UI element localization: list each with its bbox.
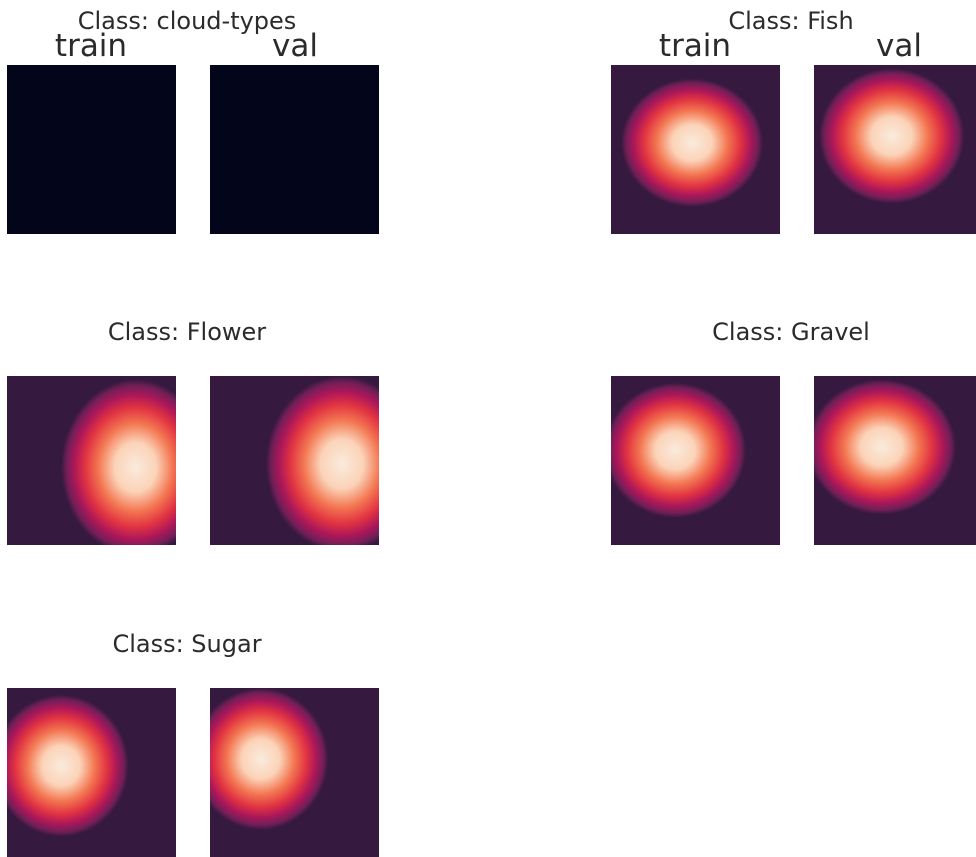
heatmap-fish-val	[814, 65, 976, 234]
panel-title-flower: Class: Flower	[107, 318, 267, 346]
heatmap-flower-train	[7, 376, 176, 545]
heatmap-cell-field	[611, 376, 780, 545]
heatmap-plot	[210, 688, 379, 857]
heatmap-plot	[210, 65, 379, 234]
heatmap-plot	[210, 376, 379, 545]
panel-title-fish: Class: Fish	[728, 7, 854, 35]
panel-title-cloud-types: Class: cloud-types	[77, 7, 297, 35]
heatmap-gravel-train	[611, 376, 780, 545]
heatmap-plot	[814, 376, 976, 545]
heatmap-plot	[611, 65, 780, 234]
heatmap-cell-field	[814, 376, 976, 545]
heatmap-plot	[7, 65, 176, 234]
heatmap-sugar-train	[7, 688, 176, 857]
heatmap-cell-field	[210, 376, 379, 545]
heatmap-fish-train	[611, 65, 780, 234]
heatmap-flower-val	[210, 376, 379, 545]
heatmap-cloud-types-train	[7, 65, 176, 234]
column-label-val: val	[876, 28, 922, 64]
heatmap-cell-field	[814, 65, 976, 234]
heatmap-cloud-types-val	[210, 65, 379, 234]
heatmap-cell-field	[7, 65, 176, 234]
heatmap-cell-field	[210, 65, 379, 234]
panel-title-sugar: Class: Sugar	[112, 630, 262, 658]
heatmap-plot	[814, 65, 976, 234]
column-label-train: train	[658, 28, 732, 64]
column-label-train: train	[54, 28, 128, 64]
panel-title-gravel: Class: Gravel	[712, 318, 870, 346]
heatmap-gravel-val	[814, 376, 976, 545]
column-label-val: val	[272, 28, 318, 64]
heatmap-plot	[7, 376, 176, 545]
heatmap-cell-field	[7, 376, 176, 545]
heatmap-cell-field	[7, 688, 176, 857]
heatmap-plot	[7, 688, 176, 857]
heatmap-sugar-val	[210, 688, 379, 857]
heatmap-cell-field	[611, 65, 780, 234]
heatmap-cell-field	[210, 688, 379, 857]
heatmap-plot	[611, 376, 780, 545]
